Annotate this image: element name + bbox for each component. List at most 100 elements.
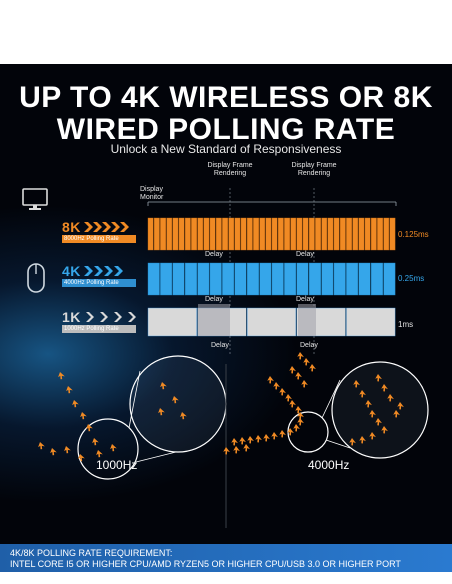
cursor-arrow-icon	[375, 374, 382, 382]
badge-4k-caption: 4000Hz Polling Rate	[62, 279, 136, 287]
cursor-arrow-icon	[297, 418, 304, 426]
bar-8k-cell	[166, 217, 173, 251]
zoom-circle-small-left	[77, 418, 139, 480]
cursor-arrow-icon	[349, 438, 356, 446]
zoom-line-right-a	[321, 379, 341, 419]
cursor-arrow-icon	[387, 394, 394, 402]
bar-8k-cell	[234, 217, 241, 251]
bar-4k-cell	[321, 262, 334, 296]
cursor-arrow-icon	[375, 418, 382, 426]
delay-shade-a	[198, 304, 230, 336]
zoom-line-left-b	[135, 451, 177, 463]
background-glow	[0, 204, 300, 504]
badge-8k: 8K 8000Hz Polling Rate	[62, 220, 136, 243]
bar-8k-cell	[153, 217, 160, 251]
rate-1k: 1ms	[398, 320, 414, 329]
bar-4k-cell	[160, 262, 173, 296]
bar-4k-cell	[259, 262, 272, 296]
bar-8k-cell	[271, 217, 278, 251]
cursor-arrow-icon	[271, 432, 278, 440]
bar-8k-cell	[346, 217, 352, 251]
bar-8k-cell	[228, 217, 235, 251]
cursor-arrow-icon	[223, 447, 230, 455]
delay-label-8k-a: Delay	[205, 251, 223, 258]
label-display-monitor: Display Monitor	[140, 186, 163, 202]
bar-8k-cell	[340, 217, 346, 251]
cursor-arrow-icon	[243, 444, 250, 452]
cursor-arrow-icon	[239, 437, 246, 445]
bar-8k-cell	[265, 217, 272, 251]
cursor-arrow-icon	[289, 366, 296, 374]
polling-timeline	[38, 188, 429, 528]
delay-shade-b	[298, 304, 316, 336]
subtitle: Unlock a New Standard of Responsiveness	[110, 142, 342, 156]
bar-8k-cell	[371, 217, 377, 251]
bar-4k-cell	[333, 262, 346, 296]
cursor-trails	[38, 352, 404, 462]
bar-8k-cell	[253, 217, 259, 251]
zoom-circle-big-left	[129, 355, 227, 453]
bar-8k-cell	[278, 217, 284, 251]
label-1000hz: 1000Hz	[96, 458, 138, 472]
bar-4k-cell	[284, 262, 297, 296]
bar-4k-cell	[197, 262, 210, 296]
bar-8k-cell	[358, 217, 365, 251]
label-frame-a-line1: Display Frame	[207, 162, 253, 169]
cursor-arrow-icon	[369, 432, 376, 440]
bar-8k-cell	[364, 217, 371, 251]
badge-1k-caption: 1000Hz Polling Rate	[62, 325, 136, 333]
bars-1k	[147, 307, 396, 337]
bar-8k-cell	[284, 217, 290, 251]
label-4000hz: 4000Hz	[308, 458, 350, 472]
bar-8k-cell	[215, 217, 222, 251]
cursor-arrow-icon	[273, 382, 280, 390]
bar-4k-cell	[147, 262, 160, 296]
cursor-arrow-icon	[96, 450, 103, 458]
bar-8k-cell	[178, 217, 185, 251]
cursor-arrow-icon	[78, 454, 85, 462]
bar-8k-cell	[160, 217, 166, 251]
zoom-line-right-b	[325, 439, 351, 449]
bar-8k-cell	[191, 217, 197, 251]
cursor-arrow-icon	[180, 412, 187, 420]
title-line-1: UP TO 4K WIRELESS OR 8K	[19, 81, 433, 114]
cursor-arrow-icon	[160, 382, 167, 390]
bars-8k	[147, 217, 396, 251]
requirement-details: INTEL CORE I5 OR HIGHER CPU/AMD RYZEN5 O…	[10, 559, 401, 569]
cursor-arrow-icon	[359, 436, 366, 444]
bar-4k-cell	[296, 262, 309, 296]
cursor-arrow-icon	[233, 446, 240, 454]
delay-label-4k-b: Delay	[296, 296, 314, 303]
cursor-arrow-icon	[297, 352, 304, 360]
label-frame-a-line2: Rendering	[213, 170, 247, 177]
label-frame-rendering-b: Display Frame Rendering	[282, 162, 346, 178]
bar-8k-cell	[383, 217, 390, 251]
cursor-arrow-icon	[295, 372, 302, 380]
cursor-arrow-icon	[263, 434, 270, 442]
badge-8k-caption: 8000Hz Polling Rate	[62, 235, 136, 243]
cursor-arrow-icon	[50, 448, 57, 456]
zoom-line-left-a	[128, 370, 141, 429]
cursor-arrow-icon	[158, 408, 165, 416]
bar-8k-cell	[352, 217, 359, 251]
badge-8k-text: 8K	[62, 219, 81, 235]
bar-8k-cell	[302, 217, 309, 251]
cursor-arrow-icon	[381, 426, 388, 434]
label-frame-b-line2: Rendering	[297, 170, 331, 177]
delay-label-1k-a: Delay	[211, 342, 229, 349]
cursor-arrow-icon	[247, 436, 254, 444]
cursor-arrow-icon	[393, 410, 400, 418]
chevrons-4k-icon	[83, 266, 123, 276]
requirement-banner: 4K/8K POLLING RATE REQUIREMENT: INTEL CO…	[0, 544, 452, 572]
rate-8k: 0.125ms	[398, 230, 429, 239]
bar-4k-cell	[172, 262, 185, 296]
label-frame-rendering-a: Display Frame Rendering	[198, 162, 262, 178]
bar-8k-cell	[290, 217, 297, 251]
badge-4k: 4K 4000Hz Polling Rate	[62, 264, 136, 287]
bar-4k-cell	[184, 262, 197, 296]
bar-8k-cell	[333, 217, 340, 251]
bar-8k-cell	[377, 217, 383, 251]
bar-4k-cell	[271, 262, 284, 296]
bar-8k-cell	[259, 217, 266, 251]
bar-4k-cell	[346, 262, 359, 296]
